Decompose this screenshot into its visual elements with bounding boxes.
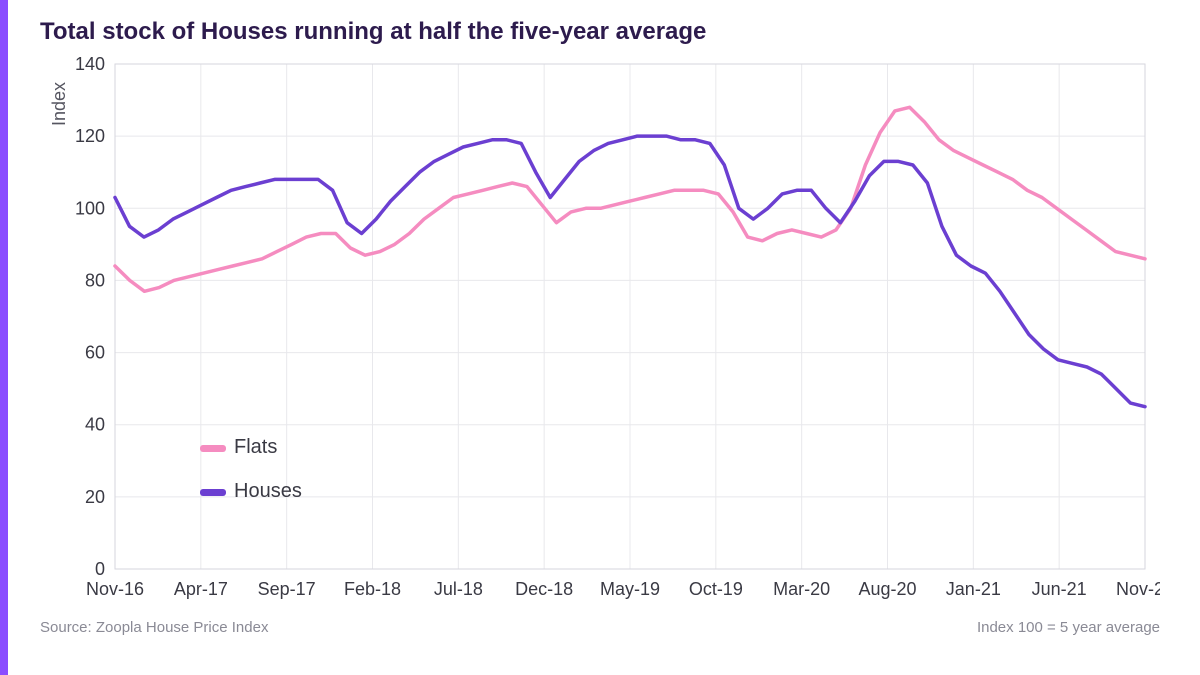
chart-container: Total stock of Houses running at half th…	[0, 0, 1200, 654]
svg-text:Jul-18: Jul-18	[434, 579, 483, 599]
svg-text:0: 0	[95, 559, 105, 579]
legend-item-flats: Flats	[200, 436, 277, 458]
svg-text:Mar-20: Mar-20	[773, 579, 830, 599]
svg-text:Feb-18: Feb-18	[344, 579, 401, 599]
legend-item-houses: Houses	[200, 480, 302, 502]
svg-text:Index: Index	[49, 82, 69, 126]
svg-text:Flats: Flats	[234, 436, 277, 458]
source-label: Source: Zoopla House Price Index	[40, 619, 268, 636]
svg-text:Jan-21: Jan-21	[946, 579, 1001, 599]
svg-text:Houses: Houses	[234, 480, 302, 502]
svg-text:20: 20	[85, 487, 105, 507]
svg-text:100: 100	[75, 198, 105, 218]
chart-area: 0 20 40 60 80 100 120 140 Index Nov-16 Apr-17 Sep-1…	[40, 54, 1160, 609]
accent-bar	[0, 0, 8, 675]
footer-note: Index 100 = 5 year average	[977, 619, 1160, 636]
svg-text:Aug-20: Aug-20	[858, 579, 916, 599]
svg-text:80: 80	[85, 270, 105, 290]
svg-text:Sep-17: Sep-17	[258, 579, 316, 599]
svg-text:140: 140	[75, 54, 105, 74]
line-chart-svg: 0 20 40 60 80 100 120 140 Index Nov-16 Apr-17 Sep-1…	[40, 54, 1160, 609]
svg-text:Nov-16: Nov-16	[86, 579, 144, 599]
svg-text:May-19: May-19	[600, 579, 660, 599]
chart-title: Total stock of Houses running at half th…	[40, 18, 1170, 46]
svg-text:Apr-17: Apr-17	[174, 579, 228, 599]
svg-text:Dec-18: Dec-18	[515, 579, 573, 599]
svg-text:60: 60	[85, 343, 105, 363]
svg-text:Nov-21: Nov-21	[1116, 579, 1160, 599]
svg-text:40: 40	[85, 415, 105, 435]
svg-text:Oct-19: Oct-19	[689, 579, 743, 599]
svg-text:Jun-21: Jun-21	[1032, 579, 1087, 599]
chart-footer: Source: Zoopla House Price Index Index 1…	[40, 619, 1170, 636]
svg-text:120: 120	[75, 126, 105, 146]
